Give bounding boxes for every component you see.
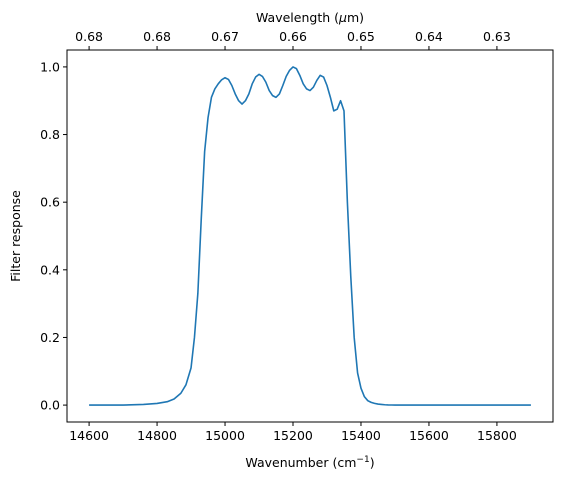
y-tick-label: 1.0 — [40, 59, 60, 74]
bottom-x-axis-ticks: 14600 14800 15000 15200 15400 15600 15800 — [69, 422, 517, 443]
top-tick-label: 0.67 — [211, 29, 239, 44]
x-tick-label: 15000 — [205, 428, 245, 443]
x-tick-label: 15800 — [477, 428, 517, 443]
x-tick-label: 14800 — [137, 428, 177, 443]
filter-response-line — [89, 66, 531, 406]
y-tick-label: 0.4 — [40, 262, 60, 277]
top-tick-label: 0.64 — [415, 29, 443, 44]
x-axis-label: Wavenumber (cm−1) — [245, 455, 374, 470]
y-tick-label: 0.0 — [40, 398, 60, 413]
top-tick-label: 0.68 — [143, 29, 171, 44]
x-tick-label: 14600 — [69, 428, 109, 443]
x-tick-label: 15400 — [341, 428, 381, 443]
top-x-axis-ticks: 0.68 0.68 0.67 0.66 0.65 0.64 0.63 — [75, 29, 511, 50]
top-tick-label: 0.68 — [75, 29, 103, 44]
y-tick-label: 0.2 — [40, 330, 60, 345]
y-tick-label: 0.6 — [40, 195, 60, 210]
top-x-axis-label: Wavelength (μm) — [256, 10, 364, 25]
y-tick-label: 0.8 — [40, 127, 60, 142]
y-axis-ticks: 0.0 0.2 0.4 0.6 0.8 1.0 — [40, 59, 67, 413]
top-tick-label: 0.65 — [347, 29, 375, 44]
y-axis-label: Filter response — [8, 190, 23, 282]
x-tick-label: 15600 — [409, 428, 449, 443]
top-tick-label: 0.63 — [483, 29, 511, 44]
x-tick-label: 15200 — [273, 428, 313, 443]
plot-frame — [66, 49, 554, 423]
top-tick-label: 0.66 — [279, 29, 307, 44]
